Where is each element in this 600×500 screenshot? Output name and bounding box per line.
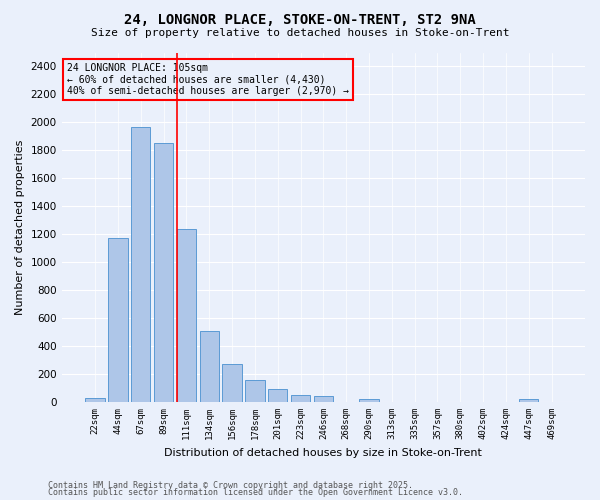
Bar — [131, 126, 151, 402]
Bar — [245, 380, 265, 402]
Text: 24, LONGNOR PLACE, STOKE-ON-TRENT, ST2 9NA: 24, LONGNOR PLACE, STOKE-ON-TRENT, ST2 9… — [124, 12, 476, 26]
Bar — [85, 398, 105, 402]
Bar — [108, 238, 128, 402]
Bar — [291, 395, 310, 402]
Bar — [268, 390, 287, 402]
Bar — [200, 330, 219, 402]
Text: Contains HM Land Registry data © Crown copyright and database right 2025.: Contains HM Land Registry data © Crown c… — [48, 480, 413, 490]
Text: 24 LONGNOR PLACE: 105sqm
← 60% of detached houses are smaller (4,430)
40% of sem: 24 LONGNOR PLACE: 105sqm ← 60% of detach… — [67, 63, 349, 96]
Bar — [519, 400, 538, 402]
Y-axis label: Number of detached properties: Number of detached properties — [15, 140, 25, 315]
Bar — [223, 364, 242, 402]
Bar — [314, 396, 333, 402]
Text: Size of property relative to detached houses in Stoke-on-Trent: Size of property relative to detached ho… — [91, 28, 509, 38]
X-axis label: Distribution of detached houses by size in Stoke-on-Trent: Distribution of detached houses by size … — [164, 448, 482, 458]
Bar — [154, 142, 173, 402]
Bar — [359, 398, 379, 402]
Text: Contains public sector information licensed under the Open Government Licence v3: Contains public sector information licen… — [48, 488, 463, 497]
Bar — [177, 228, 196, 402]
